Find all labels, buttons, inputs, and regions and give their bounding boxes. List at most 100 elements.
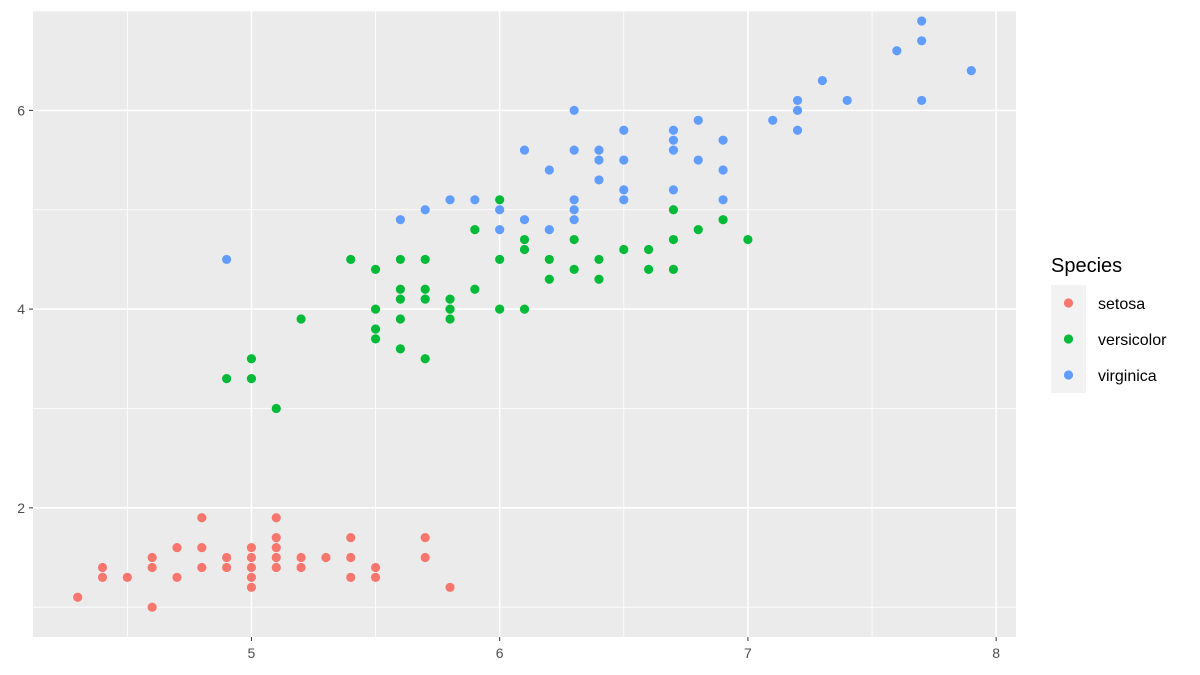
point-virginica — [668, 135, 679, 145]
point-versicolor — [718, 215, 728, 225]
point-virginica — [569, 195, 579, 205]
point-versicolor — [420, 294, 430, 304]
point-setosa — [370, 562, 381, 573]
point-virginica — [470, 195, 480, 205]
point-setosa — [222, 552, 232, 563]
point-virginica — [395, 215, 405, 225]
point-setosa — [346, 572, 356, 582]
x-tick-label: 5 — [248, 645, 256, 661]
point-setosa — [97, 562, 108, 573]
point-versicolor — [222, 374, 232, 384]
point-setosa — [370, 572, 381, 582]
y-tick-label: 2 — [17, 500, 25, 516]
point-virginica — [544, 225, 554, 235]
y-axis: 2 4 6 — [17, 102, 33, 516]
point-versicolor — [668, 234, 679, 245]
point-setosa — [172, 572, 182, 582]
point-versicolor — [445, 314, 455, 324]
point-setosa — [246, 582, 257, 592]
point-versicolor — [420, 354, 430, 364]
point-virginica — [718, 165, 728, 175]
x-tick-label: 6 — [496, 645, 504, 661]
point-virginica — [792, 95, 803, 106]
point-versicolor — [544, 254, 554, 265]
legend-swatch-versicolor — [1063, 334, 1074, 344]
point-setosa — [271, 552, 281, 563]
point-virginica — [519, 215, 530, 225]
point-virginica — [222, 254, 232, 265]
point-setosa — [197, 513, 207, 523]
point-versicolor — [296, 314, 306, 324]
point-setosa — [246, 572, 257, 582]
point-setosa — [73, 592, 83, 602]
point-virginica — [569, 145, 579, 155]
legend-label-versicolor: versicolor — [1098, 332, 1167, 349]
point-virginica — [966, 66, 976, 76]
point-versicolor — [495, 254, 505, 265]
point-virginica — [619, 155, 629, 165]
point-versicolor — [594, 254, 604, 265]
point-virginica — [718, 135, 728, 145]
legend-title: Species — [1051, 255, 1122, 277]
point-versicolor — [519, 304, 530, 314]
point-versicolor — [420, 284, 430, 294]
point-virginica — [842, 95, 852, 106]
point-versicolor — [668, 205, 679, 215]
point-versicolor — [395, 294, 405, 304]
point-setosa — [271, 562, 281, 573]
point-versicolor — [569, 234, 579, 245]
y-tick-label: 4 — [17, 301, 25, 317]
point-versicolor — [395, 254, 405, 265]
point-versicolor — [619, 244, 629, 255]
legend-swatch-setosa — [1063, 298, 1074, 308]
point-versicolor — [246, 354, 257, 364]
point-setosa — [271, 513, 281, 523]
point-versicolor — [445, 304, 455, 314]
point-versicolor — [246, 374, 257, 384]
point-setosa — [445, 582, 455, 592]
point-versicolor — [519, 244, 530, 255]
point-setosa — [147, 552, 157, 563]
point-virginica — [917, 95, 927, 106]
point-virginica — [619, 185, 629, 195]
point-setosa — [420, 552, 430, 563]
point-virginica — [817, 75, 827, 86]
x-tick-label: 8 — [992, 645, 1000, 661]
point-virginica — [569, 205, 579, 215]
point-versicolor — [569, 264, 579, 274]
point-versicolor — [395, 314, 405, 324]
point-setosa — [271, 542, 281, 553]
point-versicolor — [470, 225, 480, 235]
point-virginica — [445, 195, 455, 205]
point-versicolor — [370, 324, 381, 334]
point-versicolor — [395, 344, 405, 354]
point-setosa — [420, 533, 430, 543]
x-tick-label: 7 — [744, 645, 752, 661]
point-virginica — [495, 225, 505, 235]
point-versicolor — [495, 195, 505, 205]
point-virginica — [693, 115, 703, 125]
point-versicolor — [668, 264, 679, 274]
point-virginica — [668, 145, 679, 155]
point-versicolor — [370, 304, 381, 314]
point-versicolor — [519, 234, 530, 245]
point-setosa — [296, 562, 306, 573]
point-setosa — [122, 572, 132, 582]
point-virginica — [718, 195, 728, 205]
point-versicolor — [271, 403, 281, 414]
point-versicolor — [544, 274, 554, 284]
point-setosa — [346, 533, 356, 543]
point-virginica — [768, 115, 778, 125]
point-versicolor — [445, 294, 455, 304]
x-axis: 5 6 7 8 — [248, 637, 1000, 661]
point-versicolor — [370, 264, 381, 274]
point-versicolor — [644, 264, 654, 274]
legend-swatch-virginica — [1063, 370, 1074, 380]
point-versicolor — [470, 284, 480, 294]
point-setosa — [321, 552, 331, 563]
point-virginica — [668, 185, 679, 195]
point-virginica — [569, 215, 579, 225]
point-virginica — [594, 175, 604, 185]
point-setosa — [197, 562, 207, 573]
